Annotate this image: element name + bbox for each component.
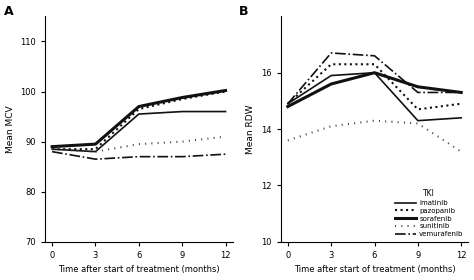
Y-axis label: Mean MCV: Mean MCV xyxy=(6,105,15,153)
X-axis label: Time after start of treatment (months): Time after start of treatment (months) xyxy=(58,265,219,274)
Text: B: B xyxy=(239,5,249,18)
Legend: imatinib, pazopanib, sorafenib, sunitinib, vemurafenib: imatinib, pazopanib, sorafenib, sunitini… xyxy=(393,188,465,238)
Text: A: A xyxy=(4,5,13,18)
X-axis label: Time after start of treatment (months): Time after start of treatment (months) xyxy=(294,265,456,274)
Y-axis label: Mean RDW: Mean RDW xyxy=(246,104,255,154)
